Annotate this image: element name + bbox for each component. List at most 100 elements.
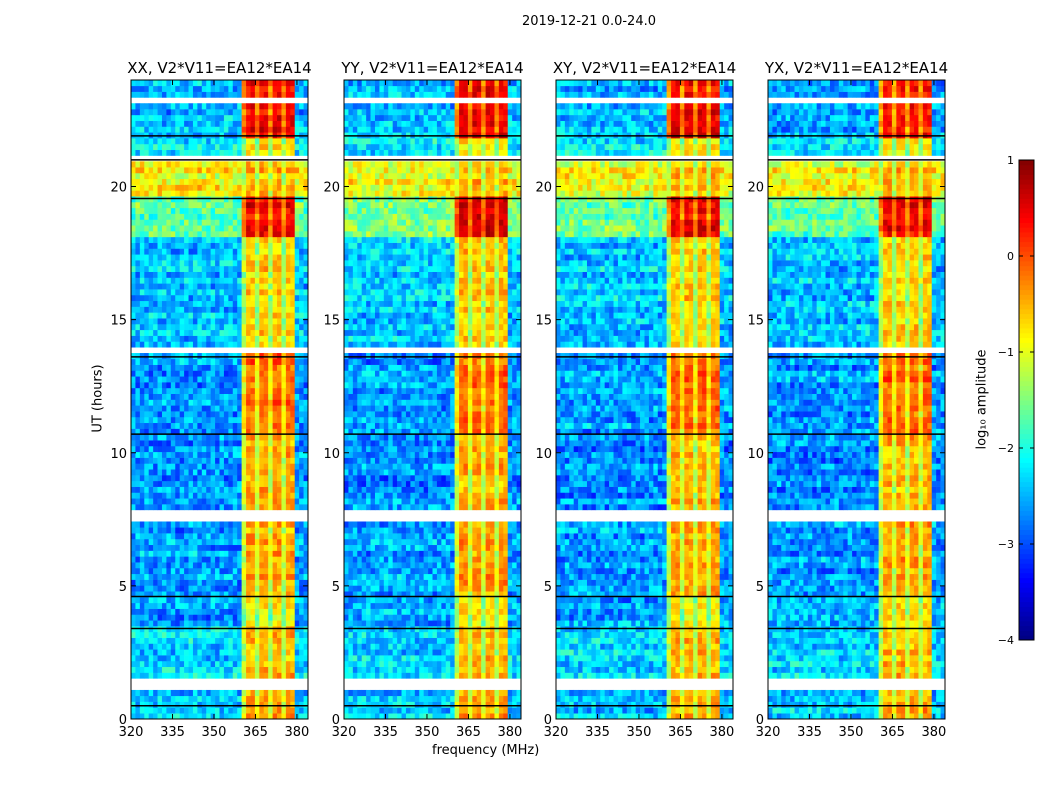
heatmap-cell	[299, 480, 304, 487]
heatmap-cell	[423, 608, 429, 615]
heatmap-cell	[184, 480, 189, 487]
heatmap-cell	[410, 672, 416, 679]
heatmap-cell	[179, 637, 185, 644]
heatmap-cell	[131, 469, 136, 476]
heatmap-cell	[219, 521, 225, 528]
heatmap-cell	[254, 335, 260, 342]
heatmap-cell	[299, 323, 304, 331]
heatmap-cell	[192, 387, 198, 394]
heatmap-cell	[131, 585, 136, 592]
heatmap-cell	[459, 602, 464, 609]
heatmap-cell	[268, 289, 273, 296]
heatmap-cell	[250, 585, 256, 592]
heatmap-cell	[161, 289, 167, 296]
heatmap-cell	[263, 544, 269, 551]
heatmap-cell	[290, 109, 296, 116]
heatmap-cell	[210, 149, 216, 156]
heatmap-cell	[223, 265, 229, 272]
heatmap-cell	[139, 126, 145, 133]
heatmap-cell	[268, 283, 273, 290]
heatmap-cell	[206, 109, 211, 116]
heatmap-cell	[184, 277, 189, 284]
heatmap-cell	[161, 353, 167, 360]
heatmap-cell	[228, 335, 234, 342]
heatmap-cell	[153, 637, 158, 644]
heatmap-cell	[272, 393, 278, 400]
heatmap-cell	[131, 231, 136, 238]
heatmap-cell	[148, 318, 154, 325]
heatmap-cell	[241, 283, 247, 290]
heatmap-cell	[135, 196, 141, 203]
heatmap-cell	[397, 660, 402, 668]
heatmap-cell	[166, 265, 172, 272]
heatmap-cell	[237, 585, 242, 592]
heatmap-cell	[131, 504, 136, 511]
heatmap-cell	[268, 707, 273, 714]
heatmap-cell	[206, 289, 211, 296]
heatmap-cell	[228, 196, 234, 203]
heatmap-cell	[246, 161, 251, 168]
heatmap-cell	[259, 149, 265, 156]
heatmap-cell	[423, 707, 429, 714]
heatmap-cell	[219, 527, 225, 534]
heatmap-cell	[454, 666, 460, 673]
heatmap-cell	[157, 422, 163, 429]
heatmap-cell	[285, 649, 291, 656]
heatmap-cell	[223, 85, 229, 92]
heatmap-cell	[263, 457, 269, 464]
heatmap-cell	[268, 178, 273, 185]
heatmap-cell	[259, 294, 265, 302]
heatmap-cell	[228, 236, 234, 243]
heatmap-cell	[197, 538, 203, 546]
heatmap-cell	[303, 265, 309, 272]
heatmap-cell	[277, 393, 282, 400]
heatmap-cell	[201, 544, 207, 551]
heatmap-cell	[135, 335, 141, 342]
heatmap-cell	[148, 463, 154, 470]
heatmap-cell	[215, 672, 220, 679]
heatmap-cell	[241, 411, 247, 418]
heatmap-cell	[281, 91, 287, 98]
heatmap-cell	[184, 370, 189, 377]
heatmap-cell	[210, 428, 216, 435]
heatmap-cell	[246, 236, 251, 243]
heatmap-cell	[259, 405, 265, 412]
heatmap-cell	[254, 364, 260, 371]
heatmap-cell	[268, 649, 273, 656]
heatmap-cell	[148, 422, 154, 429]
heatmap-cell	[463, 713, 469, 720]
heatmap-cell	[481, 602, 486, 609]
heatmap-cell	[259, 248, 265, 255]
heatmap-cell	[472, 695, 478, 702]
heatmap-cell	[401, 637, 407, 644]
heatmap-cell	[219, 405, 225, 412]
heatmap-cell	[184, 498, 189, 505]
heatmap-cell	[268, 492, 273, 499]
heatmap-cell	[285, 254, 291, 261]
heatmap-cell	[423, 666, 429, 673]
heatmap-cell	[188, 318, 194, 325]
heatmap-cell	[153, 614, 158, 621]
heatmap-cell	[210, 556, 216, 563]
heatmap-cell	[299, 120, 304, 127]
heatmap-cell	[281, 707, 287, 714]
heatmap-cell	[175, 597, 180, 604]
heatmap-cell	[246, 382, 251, 389]
heatmap-cell	[259, 109, 265, 116]
heatmap-cell	[188, 445, 194, 453]
heatmap-cell	[392, 655, 398, 662]
heatmap-cell	[210, 562, 216, 569]
heatmap-cell	[246, 294, 251, 302]
heatmap-cell	[184, 236, 189, 243]
heatmap-cell	[197, 666, 203, 673]
heatmap-cell	[299, 306, 304, 313]
heatmap-cell	[223, 353, 229, 360]
heatmap-cell	[246, 451, 251, 458]
heatmap-cell	[259, 550, 265, 557]
heatmap-cell	[184, 567, 189, 575]
heatmap-cell	[148, 695, 154, 702]
heatmap-cell	[157, 277, 163, 284]
heatmap-cell	[250, 190, 256, 197]
heatmap-cell	[131, 411, 136, 418]
x-tick-label: 365	[243, 725, 268, 740]
